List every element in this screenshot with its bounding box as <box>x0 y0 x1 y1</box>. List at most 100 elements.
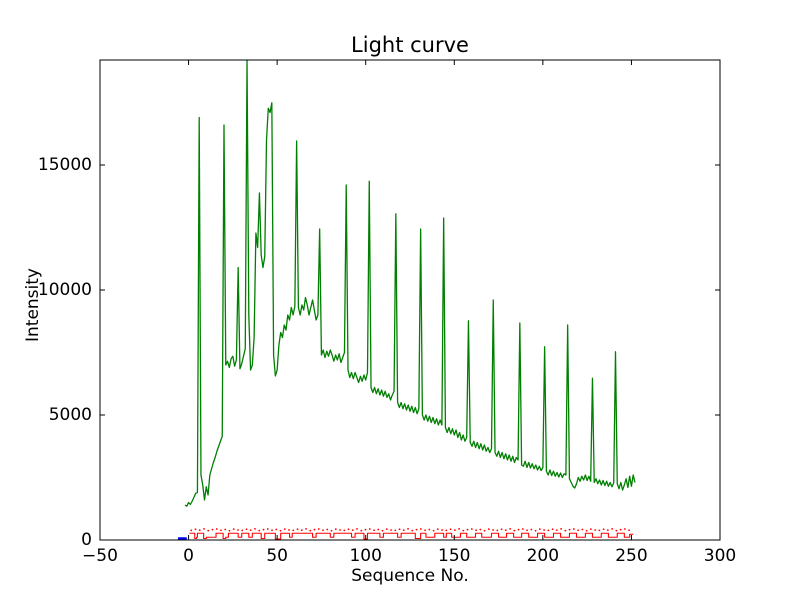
threshold-dotted-dot <box>317 528 320 530</box>
threshold-dotted-dot <box>419 528 422 530</box>
threshold-dotted-dot <box>215 528 218 530</box>
threshold-dotted-dot <box>292 529 295 532</box>
threshold-dotted-dot <box>526 529 528 532</box>
y-tick-label: 15000 <box>37 155 92 175</box>
threshold-dotted-dot <box>322 529 324 532</box>
threshold-dotted-dot <box>555 529 558 532</box>
threshold-dotted-dot <box>402 529 405 532</box>
threshold-dotted-dot <box>309 529 312 532</box>
y-tick-label: 10000 <box>37 280 92 300</box>
y-tick-label: 0 <box>81 530 92 550</box>
chart-title: Light curve <box>351 33 469 57</box>
axes-frame <box>99 59 721 541</box>
x-tick-label: 0 <box>183 546 194 566</box>
threshold-dotted-dot <box>572 528 575 530</box>
threshold-dotted-dot <box>517 528 520 531</box>
threshold-dotted-dot <box>398 528 401 531</box>
threshold-dotted-dot <box>492 529 494 531</box>
x-tick-label: −50 <box>82 546 118 566</box>
threshold-dotted-dot <box>220 529 222 532</box>
threshold-dotted-dot <box>449 528 452 531</box>
threshold-dotted-dot <box>279 529 282 532</box>
threshold-dotted-dot <box>611 527 614 530</box>
threshold-dotted-dot <box>551 528 554 531</box>
threshold-dotted-dot <box>577 529 580 532</box>
threshold-dotted-dot <box>271 529 273 532</box>
threshold-dotted-dot <box>258 529 261 532</box>
threshold-dotted-dot <box>513 529 516 532</box>
threshold-dotted-dot <box>483 529 486 532</box>
threshold-dotted-dot <box>500 528 503 531</box>
threshold-dotted-dot <box>581 528 584 531</box>
y-axis-label: Intensity <box>23 268 43 342</box>
threshold-dotted-dot <box>198 529 201 532</box>
threshold-dotted-dot <box>288 529 290 531</box>
threshold-dotted-dot <box>245 528 248 531</box>
threshold-dotted-dot <box>300 529 303 532</box>
threshold-dotted-dot <box>589 528 592 531</box>
threshold-dotted-dot <box>326 528 329 531</box>
threshold-dotted-dot <box>203 527 205 530</box>
threshold-dotted-dot <box>445 529 448 532</box>
threshold-dotted-dot <box>504 529 507 532</box>
threshold-dotted-dot <box>564 529 567 532</box>
threshold-dotted-dot <box>619 528 622 531</box>
threshold-dotted-dot <box>339 529 341 531</box>
threshold-dotted-dot <box>521 528 524 530</box>
background-level <box>189 532 634 540</box>
x-tick-label: 50 <box>266 546 288 566</box>
threshold-dotted-dot <box>305 527 307 530</box>
threshold-dotted-dot <box>453 529 456 532</box>
threshold-dotted-dot <box>424 529 426 532</box>
threshold-dotted-dot <box>368 528 371 530</box>
threshold-dotted-dot <box>194 528 197 531</box>
threshold-dotted-dot <box>296 528 299 531</box>
light-curve-intensity <box>184 59 636 507</box>
threshold-dotted-dot <box>254 527 256 530</box>
threshold-dotted-dot <box>364 528 367 531</box>
threshold-dotted-dot <box>351 529 354 532</box>
threshold-dotted-dot <box>283 528 286 531</box>
threshold-dotted-dot <box>534 529 537 532</box>
threshold-dotted-dot <box>496 529 499 532</box>
y-tick-label: 5000 <box>48 405 92 425</box>
threshold-dotted-dot <box>428 528 431 531</box>
threshold-dotted-dot <box>394 529 397 532</box>
threshold-dotted-dot <box>377 528 380 531</box>
threshold-dotted-dot <box>343 529 346 532</box>
threshold-dotted-dot <box>606 529 609 532</box>
threshold-dotted-dot <box>487 528 490 531</box>
threshold-dotted-dot <box>598 529 601 532</box>
threshold-dotted-dot <box>568 528 571 531</box>
threshold-dotted-dot <box>266 528 269 530</box>
threshold-dotted-dot <box>560 527 562 530</box>
threshold-dotted-dot <box>628 529 631 532</box>
threshold-dotted-dot <box>313 528 316 531</box>
threshold-dotted-dot <box>585 529 588 532</box>
threshold-dotted-dot <box>530 528 533 531</box>
threshold-dotted-dot <box>458 527 460 530</box>
x-tick-label: 300 <box>703 546 737 566</box>
threshold-dotted-dot <box>462 529 465 532</box>
threshold-dotted-dot <box>190 529 193 532</box>
x-tick-label: 150 <box>438 546 471 566</box>
x-tick-label: 100 <box>349 546 382 566</box>
threshold-dotted-dot <box>432 529 435 532</box>
threshold-dotted-dot <box>360 529 363 532</box>
threshold-dotted-dot <box>602 528 605 531</box>
threshold-dotted-dot <box>373 529 375 532</box>
threshold-dotted-dot <box>211 528 214 531</box>
threshold-dotted-dot <box>347 528 350 531</box>
threshold-dotted-dot <box>249 529 252 532</box>
threshold-dotted-dot <box>237 529 239 531</box>
threshold-dotted-dot <box>415 528 418 531</box>
threshold-dotted-dot <box>262 528 265 531</box>
x-axis-label: Sequence No. <box>351 566 469 586</box>
threshold-dotted-dot <box>275 528 278 531</box>
threshold-dotted-dot <box>232 528 235 531</box>
threshold-dotted-dot <box>390 529 392 531</box>
threshold-dotted-dot <box>547 529 550 532</box>
threshold-dotted-dot <box>330 529 333 532</box>
threshold-dotted-dot <box>207 529 210 532</box>
